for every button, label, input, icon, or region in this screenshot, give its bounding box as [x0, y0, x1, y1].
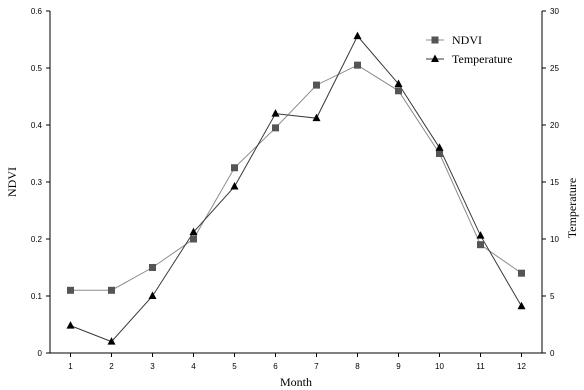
markers [66, 31, 526, 345]
x-tick-label: 12 [517, 362, 526, 371]
temperature-point [435, 143, 444, 151]
ndvi-point [67, 286, 74, 294]
y-axis-title-left: NDVI [5, 167, 19, 197]
y-tick-label-left: 0.2 [31, 235, 43, 244]
legend: NDVI Temperature [426, 33, 512, 66]
temperature-point [148, 291, 157, 299]
temperature-point [312, 113, 321, 122]
temperature-point [517, 301, 526, 310]
y-tick-label-left: 0.1 [31, 292, 43, 301]
y-tick-label-right: 30 [550, 7, 559, 16]
y-tick-label-right: 25 [550, 64, 559, 73]
temperature-point [107, 337, 116, 345]
x-axis-title: Month [280, 375, 312, 389]
x-tick-label: 6 [273, 362, 278, 371]
ndvi-point [272, 124, 279, 132]
y-tick-label-right: 20 [550, 121, 559, 130]
x-tick-label: 3 [150, 362, 155, 371]
temperature-series-line [70, 35, 522, 343]
temperature-point [66, 321, 75, 329]
x-tick-label: 8 [355, 362, 360, 371]
temperature-point [271, 109, 280, 117]
ndvi-point [354, 61, 361, 69]
ndvi-point [436, 150, 443, 157]
ndvi-point [108, 286, 115, 294]
x-tick-label: 5 [232, 362, 237, 371]
ndvi-point [395, 87, 402, 95]
ndvi-series-line [70, 64, 522, 291]
legend-label-ndvi: NDVI [452, 33, 482, 47]
legend-marker-temperature [431, 54, 439, 62]
ndvi-point [313, 81, 320, 89]
y-tick-label-right: 10 [550, 235, 559, 244]
x-tick-label: 1 [68, 362, 73, 371]
y-tick-label-left: 0.4 [31, 121, 43, 130]
temperature-point [230, 182, 239, 190]
x-tick-label: 10 [435, 362, 444, 371]
x-tick-label: 11 [476, 362, 485, 371]
legend-marker-ndvi [431, 36, 439, 44]
ndvi-point [518, 269, 525, 277]
y-tick-label-left: 0.5 [31, 64, 43, 73]
temperature-point [353, 31, 362, 40]
x-tick-label: 2 [109, 362, 114, 371]
legend-label-temperature: Temperature [452, 52, 512, 66]
ndvi-point [231, 164, 238, 172]
x-tick-label: 9 [396, 362, 401, 371]
x-tick-label: 7 [314, 362, 319, 371]
ndvi-point [477, 241, 484, 249]
temperature-point [476, 231, 485, 239]
x-tick-label: 4 [191, 362, 196, 371]
y-tick-label-right: 15 [550, 178, 559, 187]
y-axis-title-right: Temperature [565, 178, 579, 238]
y-tick-label-right: 5 [550, 292, 555, 301]
ndvi-point [149, 264, 156, 271]
ndvi-point [190, 235, 197, 243]
temperature-point [189, 227, 198, 236]
y-tick-label-left: 0.6 [31, 7, 43, 16]
y-tick-label-left: 0 [38, 349, 43, 358]
temperature-point [394, 79, 403, 87]
y-tick-label-left: 0.3 [31, 178, 43, 187]
y-tick-label-right: 0 [550, 349, 555, 358]
series-lines [70, 35, 522, 343]
